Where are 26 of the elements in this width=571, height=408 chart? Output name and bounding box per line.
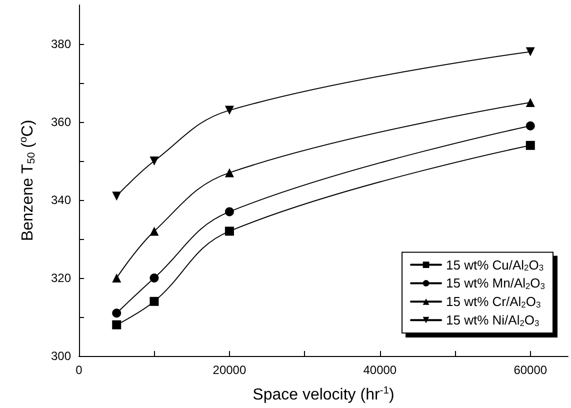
point bbox=[112, 192, 122, 201]
y-tick-label: 320 bbox=[50, 271, 72, 285]
y-axis-title: Benzene T50 (oC) bbox=[18, 120, 38, 242]
y-tick-label: 340 bbox=[50, 193, 72, 207]
point bbox=[150, 274, 159, 282]
point bbox=[112, 274, 122, 282]
x-tick-label: 60000 bbox=[514, 363, 548, 377]
y-tick-label: 380 bbox=[50, 37, 72, 51]
point bbox=[526, 98, 535, 107]
y-tick-label: 360 bbox=[50, 115, 72, 129]
point bbox=[526, 47, 535, 56]
point bbox=[112, 308, 122, 318]
point bbox=[150, 226, 159, 236]
point bbox=[526, 140, 535, 150]
point bbox=[224, 226, 234, 236]
y-tick-label: 300 bbox=[50, 349, 72, 363]
point bbox=[224, 207, 234, 216]
point bbox=[112, 320, 122, 330]
x-tick-label: 0 bbox=[76, 363, 83, 377]
x-tick-label: 40000 bbox=[363, 363, 397, 377]
point bbox=[224, 168, 234, 178]
point bbox=[526, 121, 535, 130]
point bbox=[224, 106, 234, 115]
point bbox=[150, 156, 159, 166]
x-tick-label: 20000 bbox=[212, 363, 246, 377]
point bbox=[150, 296, 159, 306]
